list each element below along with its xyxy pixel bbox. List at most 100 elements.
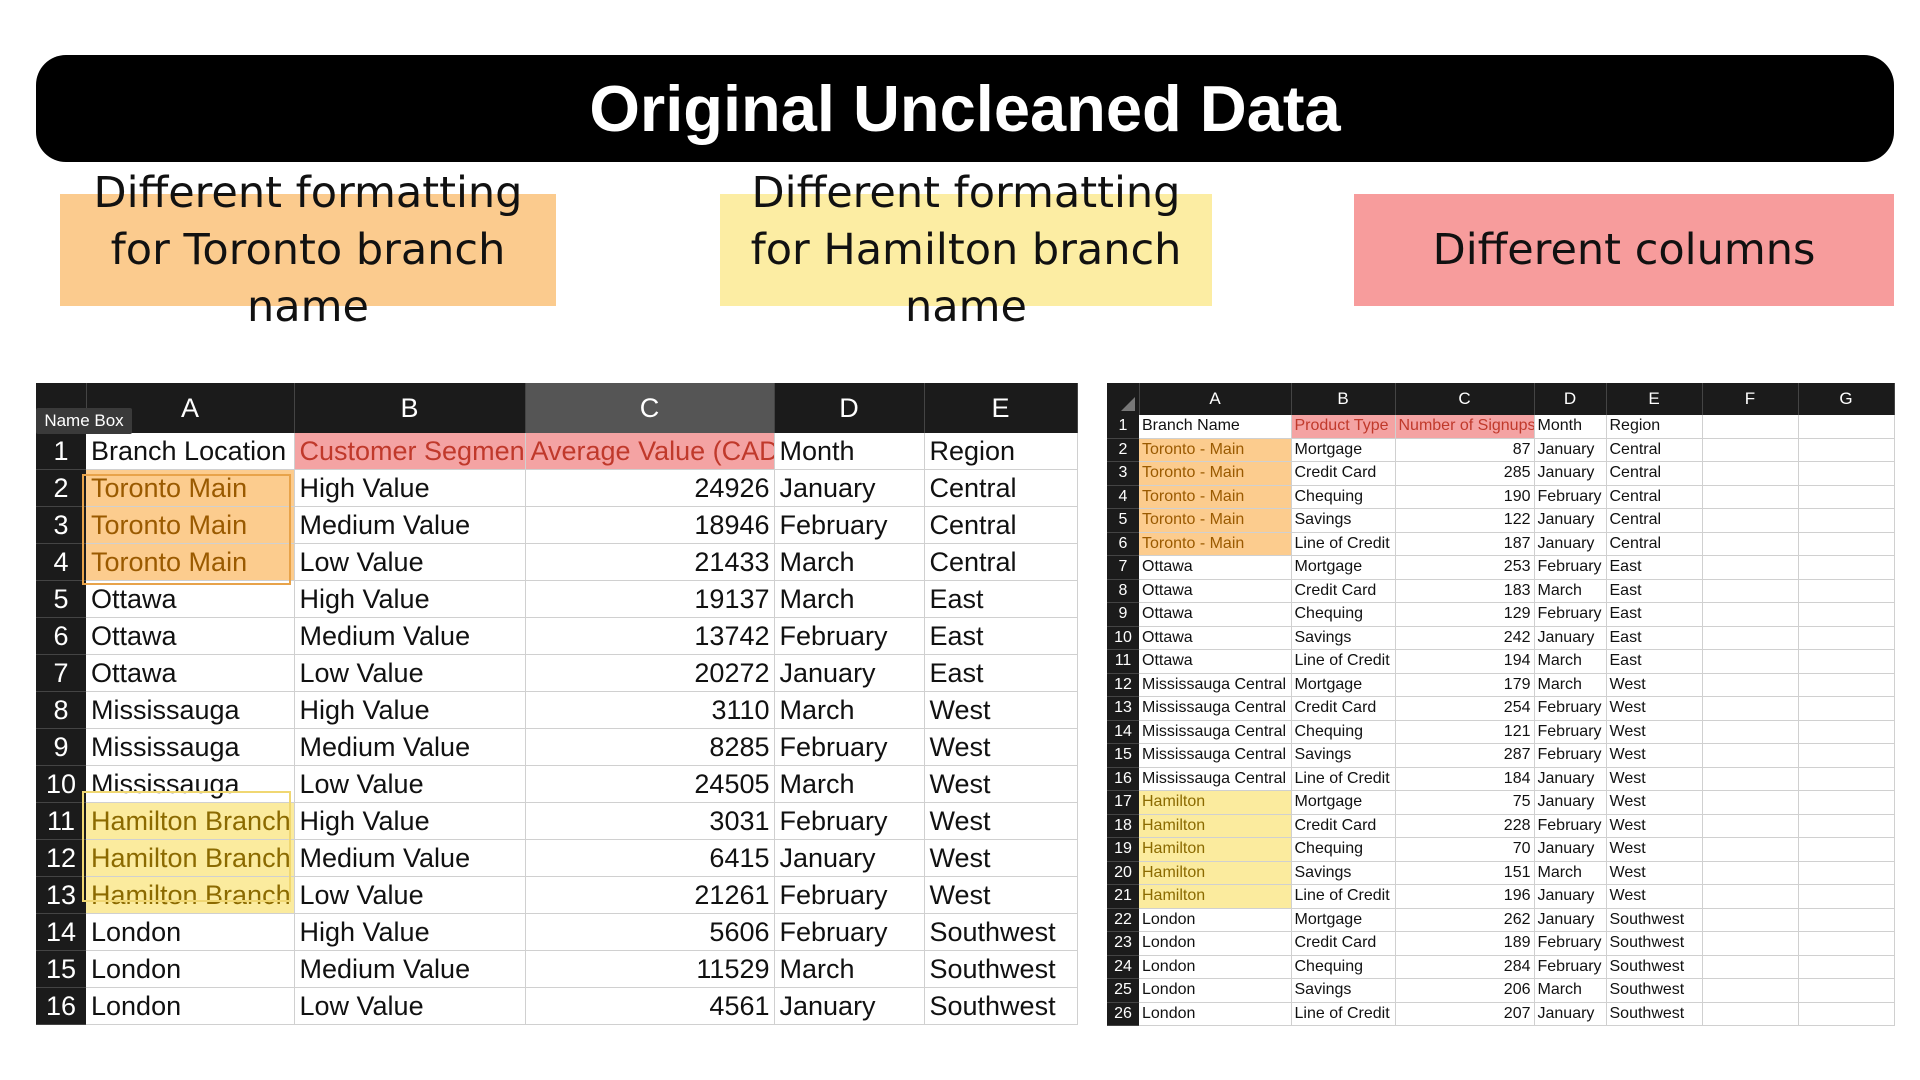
cell[interactable]: 196 xyxy=(1395,884,1535,909)
cell[interactable]: Region xyxy=(924,433,1078,470)
cell[interactable]: 262 xyxy=(1395,908,1535,932)
cell[interactable]: High Value xyxy=(294,580,526,618)
cell[interactable]: Hamilton Branch xyxy=(86,839,295,877)
cell[interactable] xyxy=(1702,579,1799,603)
row-header[interactable]: 13 xyxy=(1107,696,1139,721)
cell[interactable] xyxy=(1702,649,1799,674)
cell[interactable] xyxy=(1702,790,1799,815)
cell[interactable]: January xyxy=(1534,626,1607,650)
cell[interactable]: Low Value xyxy=(294,987,526,1025)
cell[interactable]: Ottawa xyxy=(86,654,295,692)
cell[interactable] xyxy=(1702,602,1799,627)
cell[interactable] xyxy=(1798,485,1895,509)
cell[interactable]: 184 xyxy=(1395,767,1535,791)
cell[interactable]: West xyxy=(924,802,1078,840)
cell[interactable]: Ottawa xyxy=(1139,626,1292,650)
cell[interactable]: March xyxy=(1534,673,1607,697)
cell[interactable] xyxy=(1702,696,1799,721)
cell[interactable]: Chequing xyxy=(1291,955,1396,979)
cell[interactable]: Line of Credit xyxy=(1291,532,1396,556)
cell[interactable] xyxy=(1702,461,1799,486)
row-header[interactable]: 11 xyxy=(1107,649,1139,674)
cell[interactable]: March xyxy=(1534,978,1607,1003)
cell[interactable] xyxy=(1702,415,1799,439)
cell[interactable]: Toronto - Main xyxy=(1139,438,1292,462)
cell[interactable]: 87 xyxy=(1395,438,1535,462)
row-header[interactable]: 8 xyxy=(1107,579,1139,603)
row-header[interactable]: 2 xyxy=(36,469,86,507)
row-header[interactable]: 21 xyxy=(1107,884,1139,909)
cell[interactable]: Toronto Main xyxy=(86,506,295,544)
cell[interactable] xyxy=(1702,743,1799,768)
cell[interactable] xyxy=(1798,1002,1895,1026)
name-box[interactable]: Name Box xyxy=(36,408,132,434)
column-header-b[interactable]: B xyxy=(1291,383,1396,415)
column-header-c[interactable]: C xyxy=(525,383,775,433)
column-header-c[interactable]: C xyxy=(1395,383,1535,415)
cell[interactable]: Southwest xyxy=(1606,931,1703,956)
cell[interactable] xyxy=(1798,579,1895,603)
cell[interactable]: Savings xyxy=(1291,626,1396,650)
cell[interactable]: London xyxy=(1139,955,1292,979)
cell[interactable]: Line of Credit xyxy=(1291,884,1396,909)
row-header[interactable]: 19 xyxy=(1107,837,1139,862)
cell[interactable] xyxy=(1702,532,1799,556)
row-header[interactable]: 5 xyxy=(36,580,86,618)
row-header[interactable]: 11 xyxy=(36,802,86,840)
cell[interactable]: Mississauga Central xyxy=(1139,767,1292,791)
cell[interactable]: East xyxy=(924,654,1078,692)
cell[interactable]: 70 xyxy=(1395,837,1535,862)
cell[interactable]: Line of Credit xyxy=(1291,649,1396,674)
cell[interactable]: Credit Card xyxy=(1291,814,1396,838)
cell[interactable]: March xyxy=(1534,649,1607,674)
cell[interactable]: January xyxy=(1534,908,1607,932)
cell[interactable]: Credit Card xyxy=(1291,696,1396,721)
cell[interactable] xyxy=(1702,508,1799,533)
cell[interactable]: Hamilton Branch xyxy=(86,802,295,840)
cell[interactable]: Chequing xyxy=(1291,837,1396,862)
cell[interactable]: East xyxy=(1606,649,1703,674)
row-header[interactable]: 26 xyxy=(1107,1002,1139,1026)
cell[interactable]: East xyxy=(1606,555,1703,580)
cell[interactable] xyxy=(1798,673,1895,697)
cell[interactable]: 284 xyxy=(1395,955,1535,979)
cell[interactable]: 6415 xyxy=(525,839,775,877)
row-header[interactable]: 9 xyxy=(36,728,86,766)
cell[interactable]: West xyxy=(1606,884,1703,909)
cell[interactable]: Mississauga Central xyxy=(1139,720,1292,744)
cell[interactable]: Southwest xyxy=(1606,1002,1703,1026)
row-header[interactable]: 3 xyxy=(1107,461,1139,486)
cell[interactable]: Month xyxy=(774,433,925,470)
cell[interactable] xyxy=(1702,884,1799,909)
cell[interactable]: 24926 xyxy=(525,469,775,507)
cell[interactable] xyxy=(1702,908,1799,932)
cell[interactable]: West xyxy=(1606,720,1703,744)
cell[interactable]: Low Value xyxy=(294,876,526,914)
cell[interactable] xyxy=(1798,602,1895,627)
cell[interactable]: Mississauga Central xyxy=(1139,696,1292,721)
cell[interactable]: February xyxy=(1534,931,1607,956)
cell[interactable]: February xyxy=(774,802,925,840)
cell[interactable]: 179 xyxy=(1395,673,1535,697)
row-header[interactable]: 16 xyxy=(36,987,86,1025)
column-header-b[interactable]: B xyxy=(294,383,526,433)
cell[interactable]: Chequing xyxy=(1291,485,1396,509)
cell[interactable]: London xyxy=(1139,931,1292,956)
cell[interactable]: West xyxy=(1606,696,1703,721)
cell[interactable]: February xyxy=(774,913,925,951)
cell[interactable]: January xyxy=(774,839,925,877)
cell[interactable]: West xyxy=(1606,837,1703,862)
cell[interactable]: 194 xyxy=(1395,649,1535,674)
cell[interactable]: January xyxy=(1534,508,1607,533)
cell[interactable]: West xyxy=(924,728,1078,766)
cell[interactable] xyxy=(1798,908,1895,932)
cell[interactable] xyxy=(1798,415,1895,439)
cell[interactable] xyxy=(1702,1002,1799,1026)
cell[interactable]: Chequing xyxy=(1291,602,1396,627)
cell[interactable] xyxy=(1798,814,1895,838)
cell[interactable]: Ottawa xyxy=(86,580,295,618)
cell[interactable] xyxy=(1798,532,1895,556)
cell[interactable]: March xyxy=(774,580,925,618)
row-header[interactable]: 9 xyxy=(1107,602,1139,627)
cell[interactable]: 75 xyxy=(1395,790,1535,815)
